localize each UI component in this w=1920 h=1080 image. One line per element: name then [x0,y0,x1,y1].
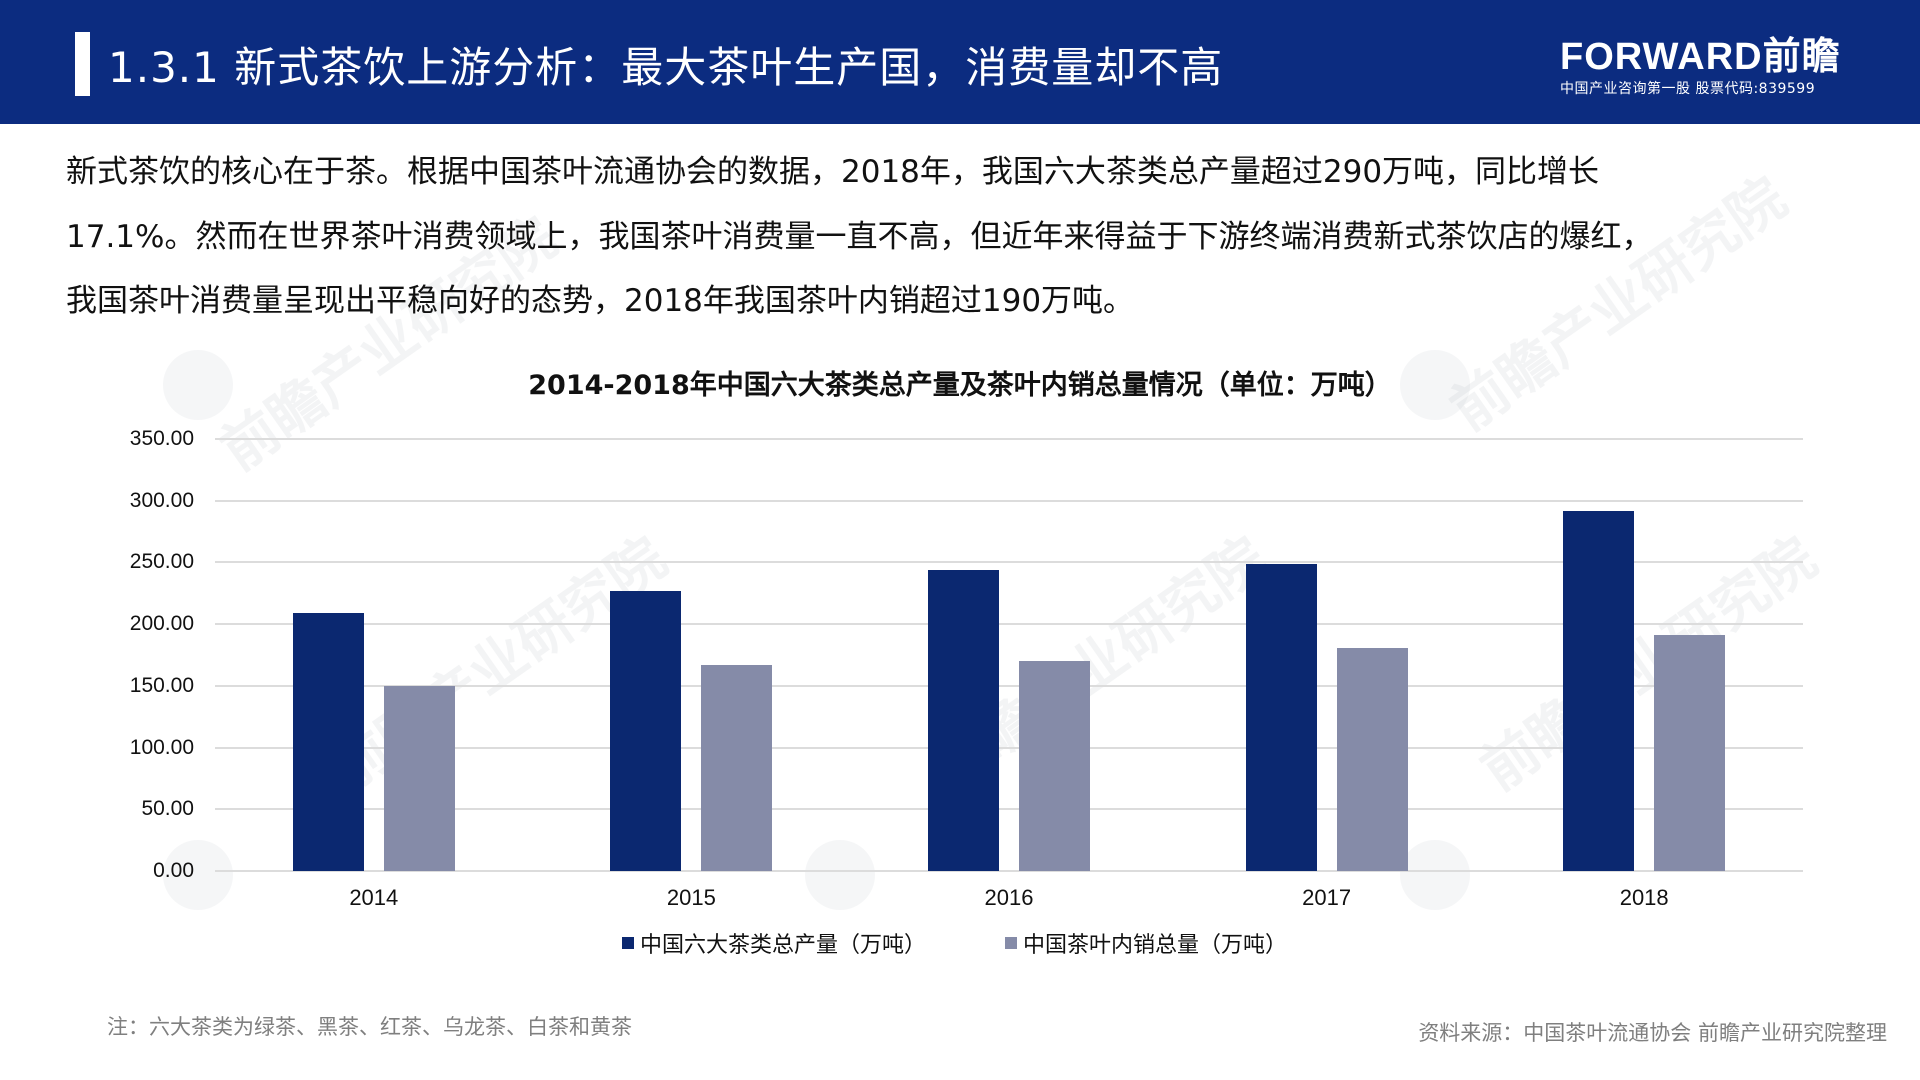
y-tick-label: 100.00 [129,735,194,759]
legend-swatch-light [1005,937,1017,949]
legend-item-domestic-sales: 中国茶叶内销总量（万吨） [1005,928,1287,958]
paragraph-line: 我国茶叶消费量呈现出平稳向好的态势，2018年我国茶叶内销超过190万吨。 [66,283,1135,320]
logo-brand: FORWARD前瞻 [1560,36,1841,78]
forward-logo: FORWARD前瞻 中国产业咨询第一股 股票代码:839599 [1560,36,1860,106]
y-tick-label: 50.00 [141,797,194,821]
bar-domestic-sales [701,664,773,871]
footnote: 注：六大茶类为绿茶、黑茶、红茶、乌龙茶、白茶和黄茶 [107,1015,632,1039]
legend-item-production: 中国六大茶类总产量（万吨） [622,928,926,958]
gridline [215,438,1803,440]
gridline [215,623,1803,626]
y-tick-label: 250.00 [129,550,194,574]
bar-production [1245,563,1317,871]
bar-production [928,569,999,871]
gridline [215,808,1803,811]
bar-production [292,613,364,871]
x-tick-label: 2016 [984,885,1034,910]
x-tick-label: 2014 [349,885,399,910]
y-tick-label: 0.00 [153,859,194,882]
legend-swatch-dark [622,937,634,949]
x-tick-label: 2017 [1302,885,1352,910]
y-tick-label: 200.00 [129,612,194,636]
y-tick-label: 350.00 [129,427,194,450]
bar-domestic-sales [383,685,455,871]
chart-title: 2014-2018年中国六大茶类总产量及茶叶内销总量情况（单位：万吨） [528,370,1392,401]
logo-tagline: 中国产业咨询第一股 股票代码:839599 [1560,81,1816,97]
bar-domestic-sales [1019,661,1090,871]
x-tick-label: 2015 [666,885,716,910]
bar-domestic-sales [1336,647,1408,871]
gridline [215,746,1803,749]
legend-label: 中国茶叶内销总量（万吨） [1023,933,1288,958]
y-tick-label: 300.00 [129,488,194,512]
plot-area [215,438,1803,872]
source-citation: 资料来源：中国茶叶流通协会 前瞻产业研究院整理 [1418,1021,1887,1045]
gridline [215,870,1803,872]
intro-paragraph: 新式茶饮的核心在于茶。根据中国茶叶流通协会的数据，2018年，我国六大茶类总产量… [66,140,1866,334]
page-title: 1.3.1 新式茶饮上游分析：最大茶叶生产国，消费量却不高 [108,43,1224,92]
gridline [215,684,1803,687]
gridline [215,499,1803,502]
title-accent-bar [75,32,90,96]
bar-production [1563,510,1635,871]
legend-label: 中国六大茶类总产量（万吨） [640,933,927,958]
bar-production [610,590,682,871]
paragraph-line: 新式茶饮的核心在于茶。根据中国茶叶流通协会的数据，2018年，我国六大茶类总产量… [66,154,1600,190]
paragraph-line: 17.1%。然而在世界茶叶消费领域上，我国茶叶消费量一直不高，但近年来得益于下游… [66,218,1653,255]
bar-domestic-sales [1654,635,1726,871]
x-tick-label: 2018 [1619,885,1669,910]
y-tick-label: 150.00 [129,673,194,697]
header-bar: 1.3.1 新式茶饮上游分析：最大茶叶生产国，消费量却不高 FORWARD前瞻 … [0,0,1920,124]
gridline [215,561,1803,564]
